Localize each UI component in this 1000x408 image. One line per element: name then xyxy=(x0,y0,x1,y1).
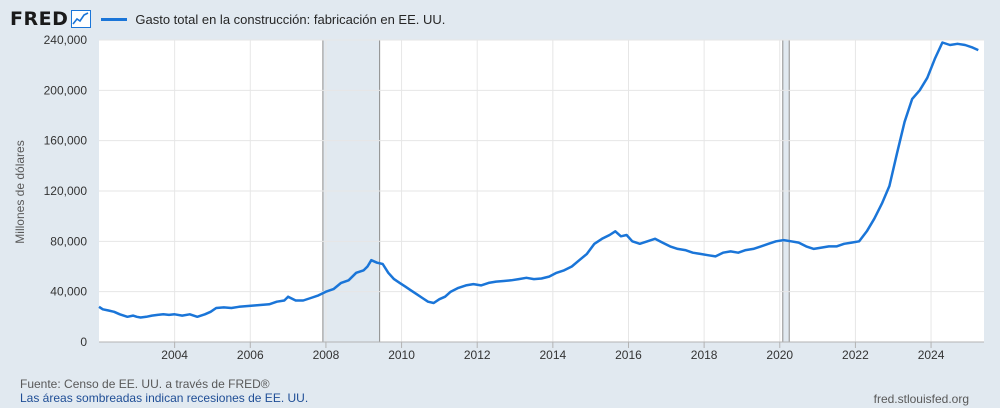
legend-line-swatch xyxy=(101,17,128,21)
y-tick-label: 80,000 xyxy=(50,234,87,248)
y-tick-label: 160,000 xyxy=(44,134,88,148)
x-tick-label: 2004 xyxy=(161,348,188,362)
x-tick-label: 2010 xyxy=(388,348,415,362)
site-link[interactable]: fred.stlouisfed.org xyxy=(873,392,969,406)
chart-footer: Fuente: Censo de EE. UU. a través de FRE… xyxy=(20,377,308,405)
x-tick-label: 2014 xyxy=(539,348,566,362)
source-note: Fuente: Censo de EE. UU. a través de FRE… xyxy=(20,377,270,391)
fred-trend-icon xyxy=(71,10,92,28)
y-tick-label: 200,000 xyxy=(44,83,88,97)
y-axis-ticks: 0 40,000 80,000 120,000 160,000 200,000 240,00… xyxy=(44,33,88,349)
fred-logo-text: FRED xyxy=(10,8,69,30)
y-tick-label: 240,000 xyxy=(44,33,88,47)
fred-logo[interactable]: FRED xyxy=(10,8,92,30)
x-tick-label: 2022 xyxy=(842,348,869,362)
gridlines xyxy=(99,39,984,342)
x-tick-label: 2016 xyxy=(615,348,642,362)
x-tick-label: 2018 xyxy=(691,348,718,362)
x-tick-label: 2020 xyxy=(766,348,793,362)
chart-legend: Gasto total en la construcción: fabricac… xyxy=(101,12,445,27)
x-axis-ticks: 2004 2006 2008 2010 2012 2014 2016 2018 2020 2022… xyxy=(99,341,984,362)
recession-note: Las áreas sombreadas indican recesiones … xyxy=(20,391,309,405)
x-tick-label: 2006 xyxy=(237,348,264,362)
y-tick-label: 40,000 xyxy=(50,285,87,299)
x-tick-label: 2024 xyxy=(918,348,945,362)
series-line xyxy=(98,41,979,319)
y-axis-label: Millones de dólares xyxy=(13,140,27,243)
y-tick-label: 120,000 xyxy=(44,184,88,198)
legend-label: Gasto total en la construcción: fabricac… xyxy=(135,11,446,27)
x-tick-label: 2008 xyxy=(313,348,340,362)
chart-header: FRED Gasto total en la construcción: fab… xyxy=(10,6,445,32)
x-tick-label: 2012 xyxy=(464,348,491,362)
y-tick-label: 0 xyxy=(80,335,87,349)
